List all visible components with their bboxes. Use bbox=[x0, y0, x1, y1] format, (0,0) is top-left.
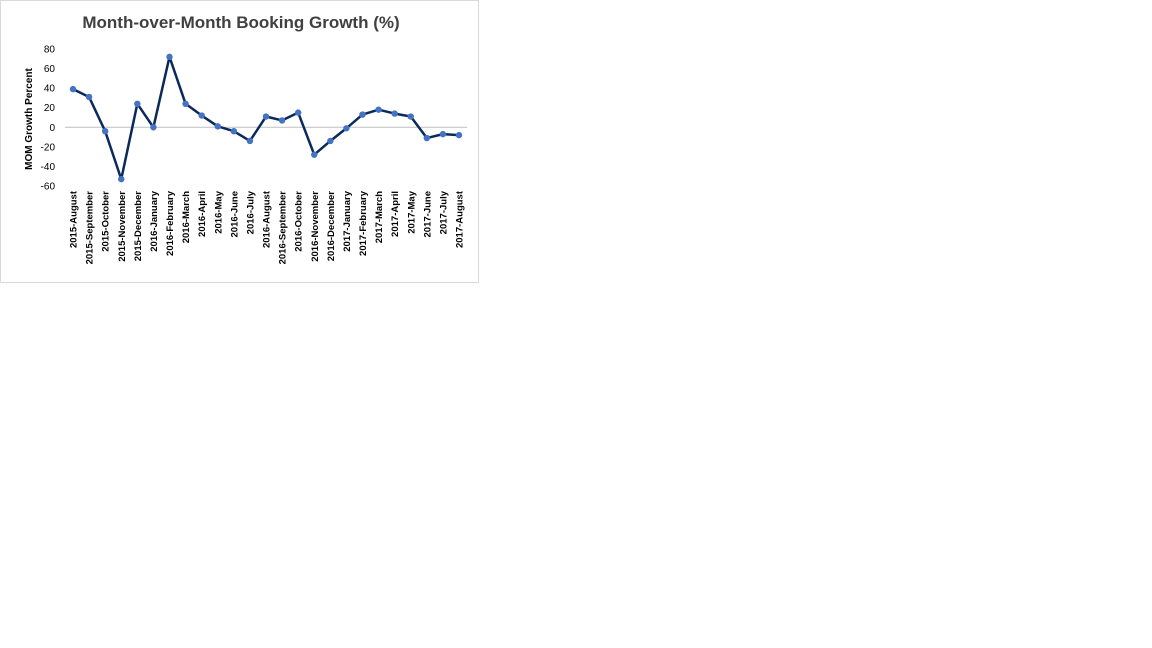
data-point bbox=[311, 151, 318, 158]
y-tick-label: 80 bbox=[44, 45, 56, 56]
x-tick-label: 2016-July bbox=[245, 190, 256, 234]
data-point bbox=[246, 137, 254, 145]
y-tick-label: -20 bbox=[41, 142, 56, 153]
x-tick-label: 2017-August bbox=[455, 190, 466, 248]
x-tick-label: 2016-May bbox=[213, 190, 224, 233]
data-point bbox=[198, 112, 205, 119]
y-tick-label: 60 bbox=[44, 64, 56, 75]
data-point bbox=[101, 128, 109, 135]
data-point bbox=[423, 134, 431, 142]
x-tick-label: 2016-June bbox=[229, 191, 240, 237]
data-point bbox=[150, 124, 157, 131]
data-point bbox=[278, 117, 286, 124]
y-tick-label: -60 bbox=[41, 182, 56, 193]
data-point bbox=[294, 109, 302, 116]
series-markers bbox=[69, 53, 463, 183]
x-tick-label: 2017-July bbox=[438, 190, 449, 234]
x-tick-label: 2016-September bbox=[278, 191, 289, 265]
x-tick-label: 2015-September bbox=[85, 191, 96, 265]
x-tick-label: 2017-February bbox=[358, 190, 369, 256]
chart-frame: Month-over-Month Booking Growth (%) MOM … bbox=[0, 0, 479, 283]
data-point bbox=[455, 131, 463, 139]
y-axis-ticks: 80 60 40 20 0 -20 -40 -60 bbox=[41, 45, 56, 193]
chart-title: Month-over-Month Booking Growth (%) bbox=[82, 13, 399, 32]
x-tick-label: 2016-October bbox=[294, 191, 305, 252]
data-point bbox=[391, 110, 398, 117]
data-point bbox=[230, 128, 238, 135]
line-chart: Month-over-Month Booking Growth (%) MOM … bbox=[24, 13, 467, 264]
data-point bbox=[439, 130, 447, 138]
x-tick-label: 2016-March bbox=[181, 191, 192, 243]
data-point bbox=[214, 123, 221, 130]
data-point bbox=[343, 125, 350, 132]
data-point bbox=[182, 100, 189, 108]
x-tick-label: 2016-December bbox=[326, 191, 337, 262]
y-tick-label: -40 bbox=[41, 162, 56, 173]
x-axis-labels: 2015-August 2015-September 2015-October 201… bbox=[69, 190, 466, 264]
y-tick-label: 0 bbox=[49, 123, 55, 134]
x-tick-label: 2016-November bbox=[310, 191, 321, 262]
x-tick-label: 2017-June bbox=[422, 191, 433, 237]
data-point bbox=[166, 53, 173, 61]
x-tick-label: 2015-December bbox=[133, 191, 144, 262]
x-tick-label: 2016-February bbox=[165, 190, 176, 256]
data-point bbox=[69, 85, 77, 93]
data-point bbox=[359, 111, 366, 118]
x-tick-label: 2017-January bbox=[342, 190, 353, 251]
x-tick-label: 2017-April bbox=[390, 191, 401, 237]
y-tick-label: 40 bbox=[44, 84, 56, 95]
x-tick-label: 2015-November bbox=[117, 191, 128, 262]
x-tick-label: 2015-August bbox=[69, 190, 80, 248]
x-tick-label: 2016-August bbox=[262, 190, 273, 248]
data-point bbox=[327, 137, 334, 145]
data-point bbox=[134, 100, 141, 108]
data-point bbox=[407, 113, 414, 120]
data-point bbox=[262, 113, 270, 120]
y-axis-title: MOM Growth Percent bbox=[24, 67, 35, 169]
x-tick-label: 2017-May bbox=[406, 190, 417, 233]
data-point bbox=[375, 106, 382, 113]
x-tick-label: 2016-January bbox=[149, 190, 160, 251]
x-tick-label: 2015-October bbox=[101, 191, 112, 252]
x-tick-label: 2017-March bbox=[374, 191, 385, 243]
x-tick-label: 2016-April bbox=[197, 191, 208, 237]
data-point bbox=[85, 93, 93, 101]
y-tick-label: 20 bbox=[44, 103, 56, 114]
data-point bbox=[118, 175, 125, 183]
